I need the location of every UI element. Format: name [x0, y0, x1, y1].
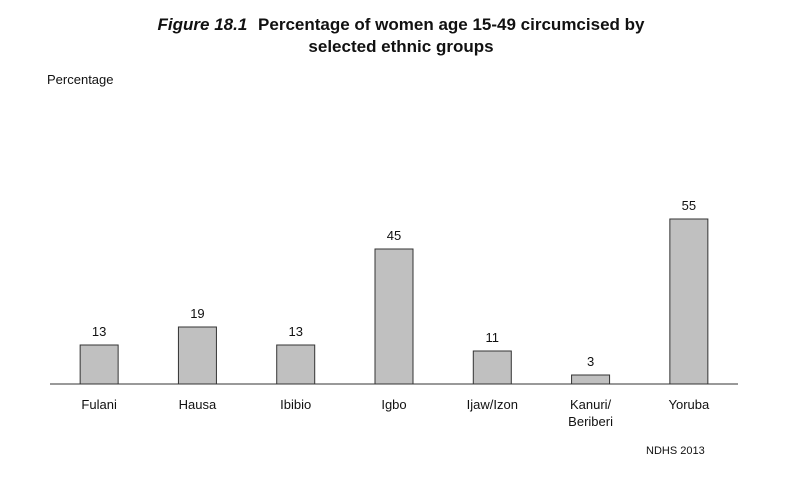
bar — [374, 248, 414, 385]
category-label: Igbo — [381, 397, 406, 412]
category-label: Hausa — [179, 397, 217, 412]
title-line-1: Percentage of women age 15-49 circumcise… — [258, 15, 645, 34]
category-label: Ijaw/Izon — [467, 397, 518, 412]
category-label: Kanuri/ — [570, 397, 612, 412]
category-label: Ibibio — [280, 397, 311, 412]
bar — [177, 326, 217, 385]
data-label: 55 — [682, 198, 696, 213]
title-line-2: selected ethnic groups — [308, 37, 494, 56]
figure-number: Figure 18.1 — [157, 15, 248, 34]
category-label: Fulani — [81, 397, 117, 412]
y-axis-label: Percentage — [47, 72, 114, 87]
data-label: 13 — [92, 324, 106, 339]
data-label: 13 — [288, 324, 302, 339]
category-label: Beriberi — [568, 414, 613, 429]
bar — [276, 344, 316, 385]
bar — [472, 350, 512, 385]
data-label: 11 — [486, 330, 500, 345]
chart-title: Figure 18.1 Percentage of women age 15-4… — [0, 14, 802, 58]
data-label: 19 — [190, 306, 204, 321]
source-note: NDHS 2013 — [646, 445, 705, 457]
data-label: 45 — [387, 228, 401, 243]
data-label: 3 — [587, 354, 594, 369]
bar — [669, 218, 709, 385]
category-label: Yoruba — [668, 397, 709, 412]
bar — [571, 374, 611, 385]
bar — [79, 344, 119, 385]
